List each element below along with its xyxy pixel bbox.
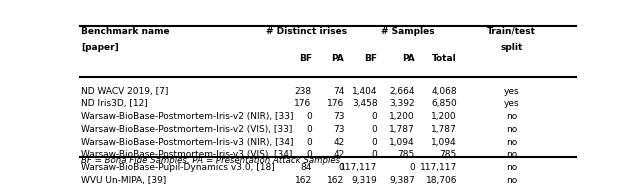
Text: split: split — [500, 43, 523, 52]
Text: BF = Bona Fide Samples, PA = Presentation Attack Samples: BF = Bona Fide Samples, PA = Presentatio… — [81, 156, 340, 165]
Text: 1,094: 1,094 — [389, 138, 415, 147]
Text: Warsaw-BioBase-Postmortem-Iris-v2 (NIR), [33]: Warsaw-BioBase-Postmortem-Iris-v2 (NIR),… — [81, 112, 294, 121]
Text: no: no — [506, 125, 517, 134]
Text: 0: 0 — [372, 125, 378, 134]
Text: 0: 0 — [339, 163, 344, 172]
Text: # Samples: # Samples — [381, 27, 434, 36]
Text: yes: yes — [504, 87, 519, 96]
Text: 162: 162 — [327, 176, 344, 185]
Text: ND Iris3D, [12]: ND Iris3D, [12] — [81, 99, 148, 108]
Text: no: no — [506, 112, 517, 121]
Text: Warsaw-BioBase-Postmortem-Iris-v2 (VIS), [33]: Warsaw-BioBase-Postmortem-Iris-v2 (VIS),… — [81, 125, 292, 134]
Text: Benchmark name: Benchmark name — [81, 27, 170, 36]
Text: no: no — [506, 138, 517, 147]
Text: 1,200: 1,200 — [431, 112, 457, 121]
Text: 0: 0 — [306, 125, 312, 134]
Text: 1,094: 1,094 — [431, 138, 457, 147]
Text: 84: 84 — [300, 163, 312, 172]
Text: 1,200: 1,200 — [389, 112, 415, 121]
Text: 18,706: 18,706 — [426, 176, 457, 185]
Text: 0: 0 — [372, 138, 378, 147]
Text: [paper]: [paper] — [81, 43, 119, 52]
Text: 117,117: 117,117 — [420, 163, 457, 172]
Text: 0: 0 — [306, 112, 312, 121]
Text: 785: 785 — [440, 150, 457, 159]
Text: Warsaw-BioBase-Pupil-Dynamics v3.0, [18]: Warsaw-BioBase-Pupil-Dynamics v3.0, [18] — [81, 163, 275, 172]
Text: 9,319: 9,319 — [352, 176, 378, 185]
Text: 1,787: 1,787 — [431, 125, 457, 134]
Text: 42: 42 — [333, 138, 344, 147]
Text: 0: 0 — [372, 150, 378, 159]
Text: Total: Total — [432, 54, 457, 64]
Text: 162: 162 — [294, 176, 312, 185]
Text: 74: 74 — [333, 87, 344, 96]
Text: 9,387: 9,387 — [389, 176, 415, 185]
Text: yes: yes — [504, 99, 519, 108]
Text: 4,068: 4,068 — [431, 87, 457, 96]
Text: PA: PA — [332, 54, 344, 64]
Text: 1,404: 1,404 — [352, 87, 378, 96]
Text: 785: 785 — [397, 150, 415, 159]
Text: Warsaw-BioBase-Postmortem-Iris-v3 (NIR), [34]: Warsaw-BioBase-Postmortem-Iris-v3 (NIR),… — [81, 138, 294, 147]
Text: 3,458: 3,458 — [352, 99, 378, 108]
Text: 176: 176 — [294, 99, 312, 108]
Text: 238: 238 — [294, 87, 312, 96]
Text: no: no — [506, 176, 517, 185]
Text: 0: 0 — [409, 163, 415, 172]
Text: ND WACV 2019, [7]: ND WACV 2019, [7] — [81, 87, 168, 96]
Text: 73: 73 — [333, 112, 344, 121]
Text: Train/test: Train/test — [487, 27, 536, 36]
Text: PA: PA — [402, 54, 415, 64]
Text: 6,850: 6,850 — [431, 99, 457, 108]
Text: BF: BF — [299, 54, 312, 64]
Text: no: no — [506, 163, 517, 172]
Text: WVU Un-MIPA, [39]: WVU Un-MIPA, [39] — [81, 176, 166, 185]
Text: 42: 42 — [333, 150, 344, 159]
Text: 0: 0 — [372, 112, 378, 121]
Text: BF: BF — [365, 54, 378, 64]
Text: 0: 0 — [306, 150, 312, 159]
Text: # Distinct irises: # Distinct irises — [266, 27, 347, 36]
Text: 1,787: 1,787 — [389, 125, 415, 134]
Text: Warsaw-BioBase-Postmortem-Iris-v3 (VIS), [34]: Warsaw-BioBase-Postmortem-Iris-v3 (VIS),… — [81, 150, 292, 159]
Text: 0: 0 — [306, 138, 312, 147]
Text: 117,117: 117,117 — [340, 163, 378, 172]
Text: no: no — [506, 150, 517, 159]
Text: 73: 73 — [333, 125, 344, 134]
Text: 2,664: 2,664 — [389, 87, 415, 96]
Text: 176: 176 — [327, 99, 344, 108]
Text: 3,392: 3,392 — [389, 99, 415, 108]
